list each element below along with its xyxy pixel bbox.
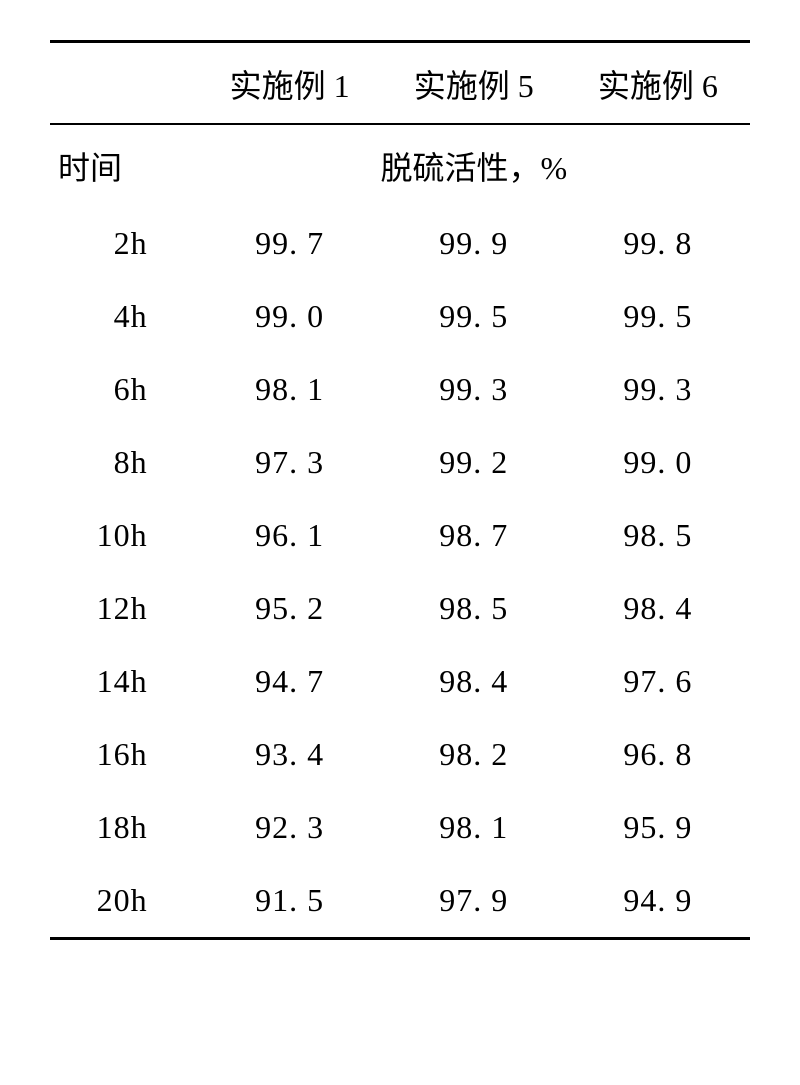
- cell-v1: 94. 7: [198, 645, 382, 718]
- activity-label: 脱硫活性，%: [198, 124, 750, 207]
- table-row: 6h 98. 1 99. 3 99. 3: [50, 353, 750, 426]
- cell-v1: 91. 5: [198, 864, 382, 939]
- col-header-ex1: 实施例 1: [198, 42, 382, 125]
- cell-v2: 98. 4: [382, 645, 566, 718]
- cell-time: 16h: [50, 718, 198, 791]
- col-header-ex6: 实施例 6: [566, 42, 750, 125]
- table-row: 14h 94. 7 98. 4 97. 6: [50, 645, 750, 718]
- cell-v3: 98. 5: [566, 499, 750, 572]
- col-header-blank: [50, 42, 198, 125]
- cell-v1: 95. 2: [198, 572, 382, 645]
- cell-v2: 99. 2: [382, 426, 566, 499]
- cell-v3: 99. 0: [566, 426, 750, 499]
- cell-v2: 99. 9: [382, 207, 566, 280]
- cell-v3: 99. 3: [566, 353, 750, 426]
- cell-time: 2h: [50, 207, 198, 280]
- table-row: 18h 92. 3 98. 1 95. 9: [50, 791, 750, 864]
- cell-time: 10h: [50, 499, 198, 572]
- cell-v1: 99. 0: [198, 280, 382, 353]
- table-row: 20h 91. 5 97. 9 94. 9: [50, 864, 750, 939]
- time-label: 时间: [50, 124, 198, 207]
- table-row: 2h 99. 7 99. 9 99. 8: [50, 207, 750, 280]
- cell-v2: 98. 1: [382, 791, 566, 864]
- cell-v3: 98. 4: [566, 572, 750, 645]
- cell-v1: 92. 3: [198, 791, 382, 864]
- cell-time: 18h: [50, 791, 198, 864]
- cell-time: 14h: [50, 645, 198, 718]
- cell-v3: 94. 9: [566, 864, 750, 939]
- table-header-row: 实施例 1 实施例 5 实施例 6: [50, 42, 750, 125]
- cell-v3: 99. 5: [566, 280, 750, 353]
- cell-v1: 98. 1: [198, 353, 382, 426]
- table-row: 10h 96. 1 98. 7 98. 5: [50, 499, 750, 572]
- cell-v3: 96. 8: [566, 718, 750, 791]
- cell-time: 4h: [50, 280, 198, 353]
- cell-v3: 95. 9: [566, 791, 750, 864]
- table-row: 4h 99. 0 99. 5 99. 5: [50, 280, 750, 353]
- cell-v2: 98. 7: [382, 499, 566, 572]
- cell-time: 8h: [50, 426, 198, 499]
- table-row: 16h 93. 4 98. 2 96. 8: [50, 718, 750, 791]
- cell-v3: 97. 6: [566, 645, 750, 718]
- table-subheader-row: 时间 脱硫活性，%: [50, 124, 750, 207]
- cell-v1: 97. 3: [198, 426, 382, 499]
- cell-time: 20h: [50, 864, 198, 939]
- table-row: 8h 97. 3 99. 2 99. 0: [50, 426, 750, 499]
- cell-v1: 96. 1: [198, 499, 382, 572]
- cell-v1: 99. 7: [198, 207, 382, 280]
- cell-v1: 93. 4: [198, 718, 382, 791]
- cell-v2: 99. 3: [382, 353, 566, 426]
- col-header-ex5: 实施例 5: [382, 42, 566, 125]
- cell-v2: 98. 5: [382, 572, 566, 645]
- cell-time: 12h: [50, 572, 198, 645]
- cell-v3: 99. 8: [566, 207, 750, 280]
- table-row: 12h 95. 2 98. 5 98. 4: [50, 572, 750, 645]
- cell-v2: 99. 5: [382, 280, 566, 353]
- cell-v2: 98. 2: [382, 718, 566, 791]
- data-table: 实施例 1 实施例 5 实施例 6 时间 脱硫活性，% 2h 99. 7 99.…: [50, 40, 750, 940]
- cell-v2: 97. 9: [382, 864, 566, 939]
- cell-time: 6h: [50, 353, 198, 426]
